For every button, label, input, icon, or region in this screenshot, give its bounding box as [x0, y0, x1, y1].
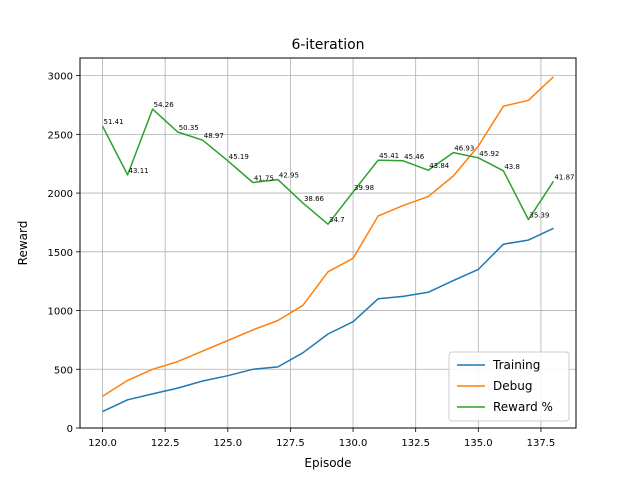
- data-label: 43.8: [504, 163, 520, 171]
- data-label: 45.92: [479, 150, 499, 158]
- y-tick-label: 2000: [48, 189, 73, 200]
- x-tick-label: 125.0: [213, 438, 242, 449]
- data-label: 41.87: [554, 173, 574, 181]
- x-tick-label: 132.5: [401, 438, 430, 449]
- data-label: 41.75: [254, 175, 274, 183]
- y-axis-label: Reward: [16, 221, 30, 266]
- data-label: 46.93: [454, 145, 474, 153]
- x-axis-ticks: 120.0 122.5 125.0 127.5 130.0 132.5 135.0 137.5: [88, 428, 555, 449]
- y-tick-label: 2500: [48, 130, 73, 141]
- legend-label: Debug: [493, 379, 532, 393]
- legend-box: [448, 351, 570, 422]
- data-label: 51.41: [104, 118, 124, 126]
- y-tick-label: 1500: [48, 248, 73, 259]
- series-line-debug: [102, 76, 555, 397]
- x-tick-label: 120.0: [88, 438, 117, 449]
- x-axis-label: Episode: [304, 456, 351, 470]
- data-label: 39.98: [354, 184, 374, 192]
- data-label: 54.26: [154, 101, 175, 109]
- data-label: 50.35: [179, 124, 199, 132]
- data-label: 42.95: [279, 172, 299, 180]
- data-label: 43.11: [129, 167, 149, 175]
- data-label: 45.46: [404, 153, 425, 161]
- x-tick-label: 130.0: [339, 438, 368, 449]
- chart-title: 6-iteration: [291, 37, 364, 53]
- series-line-training: [102, 227, 554, 413]
- legend: Training Debug Reward %: [448, 351, 570, 422]
- y-axis-ticks: 0 500 1000 1500 2000 2500 3000: [48, 72, 80, 435]
- legend-label: Training: [492, 358, 540, 372]
- legend-label: Reward %: [493, 400, 553, 414]
- data-label: 38.66: [304, 195, 325, 203]
- data-label: 43.84: [429, 162, 450, 170]
- data-label: 48.97: [204, 132, 224, 140]
- x-tick-label: 127.5: [276, 438, 305, 449]
- x-tick-label: 137.5: [527, 438, 556, 449]
- y-tick-label: 0: [67, 424, 73, 435]
- x-tick-label: 122.5: [151, 438, 180, 449]
- data-label: 45.19: [229, 153, 249, 161]
- y-tick-label: 1000: [48, 307, 73, 318]
- point-annotations: 51.41 43.11 54.26 50.35 48.97 45.19 41.75 42.95…: [104, 101, 575, 224]
- y-tick-label: 3000: [48, 72, 73, 83]
- x-tick-label: 135.0: [464, 438, 493, 449]
- y-tick-label: 500: [54, 365, 73, 376]
- data-label: 35.39: [529, 212, 549, 220]
- series-line-reward: [101, 108, 555, 225]
- plot-frame: [79, 57, 577, 429]
- data-label: 45.41: [379, 152, 399, 160]
- grid-lines: [80, 58, 576, 429]
- data-label: 34.7: [329, 216, 345, 224]
- series-layer: [101, 76, 555, 413]
